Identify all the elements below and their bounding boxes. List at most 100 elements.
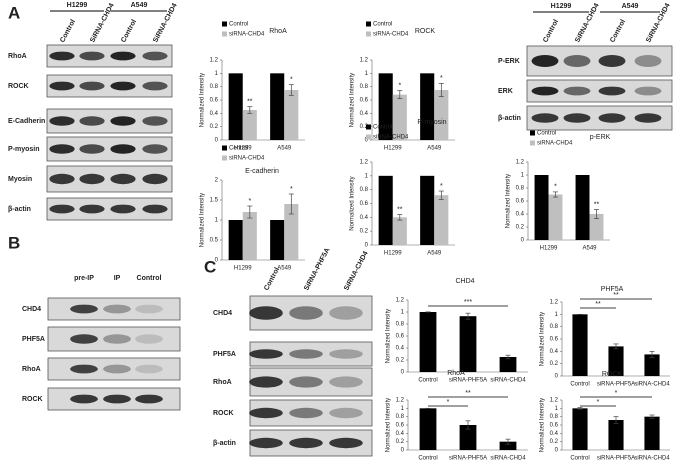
error-bar — [247, 205, 253, 219]
band — [79, 51, 105, 61]
y-axis-label: Normalized Intensity — [200, 193, 206, 247]
chart-title: ROCK — [415, 28, 436, 35]
lane-label: pre-IP — [74, 275, 94, 282]
x-tick-label: H1299 — [384, 146, 402, 152]
row-label: E-Cadherin — [8, 118, 45, 125]
y-tick-label: 0.6 — [396, 334, 405, 340]
y-tick-label: 1.2 — [360, 160, 369, 166]
significance: * — [398, 83, 401, 90]
band — [531, 55, 559, 67]
error-bar — [593, 209, 599, 219]
y-tick-label: 0 — [401, 370, 405, 376]
x-tick-label: Control — [418, 378, 437, 384]
y-tick-label: 1.2 — [360, 58, 369, 64]
y-tick-label: 0.4 — [516, 212, 525, 218]
significance: ** — [613, 292, 619, 299]
y-axis-label: Normalized Intensity — [350, 73, 356, 127]
bar — [608, 420, 624, 450]
band — [135, 394, 163, 404]
x-tick-label: Control — [570, 456, 589, 462]
y-tick-label: 0.8 — [360, 84, 369, 90]
band — [49, 144, 75, 154]
y-tick-label: 0.6 — [550, 337, 559, 343]
band — [142, 116, 168, 126]
legend-label: Control — [373, 22, 392, 28]
legend-swatch — [222, 145, 227, 151]
band — [142, 81, 168, 91]
y-tick-label: 0 — [521, 238, 525, 244]
x-tick-label: A549 — [582, 246, 597, 252]
error-bar — [613, 416, 619, 424]
x-tick-label: A549 — [427, 251, 442, 257]
band — [103, 394, 131, 404]
y-axis-label: Normalized Intensity — [350, 176, 356, 230]
y-tick-label: 0.6 — [396, 423, 405, 429]
blot-strip — [47, 297, 181, 321]
error-bar — [288, 84, 294, 96]
band — [329, 376, 363, 388]
band — [249, 306, 283, 320]
bar — [420, 73, 435, 140]
y-tick-label: 0 — [401, 448, 405, 454]
x-tick-label: siRNA-PHF5A — [597, 382, 635, 388]
chart-title: E-cadherin — [245, 168, 279, 175]
legend-swatch — [366, 31, 371, 37]
y-tick-label: 0.6 — [516, 199, 525, 205]
band — [79, 144, 105, 154]
band — [49, 51, 75, 61]
bar — [499, 441, 517, 450]
row-label: RhoA — [22, 366, 41, 373]
band — [110, 173, 136, 185]
significance: ** — [397, 206, 403, 213]
band — [563, 113, 591, 123]
y-tick-label: 2 — [215, 178, 219, 184]
error-bar — [465, 312, 471, 320]
y-tick-label: 1.2 — [550, 398, 559, 404]
panel-label: B — [8, 233, 20, 252]
y-tick-label: 0.8 — [396, 414, 405, 420]
row-label: Myosin — [8, 176, 32, 183]
y-tick-label: 1 — [521, 173, 525, 179]
band — [110, 116, 136, 126]
row-label: ROCK — [213, 410, 234, 417]
y-tick-label: 0 — [215, 258, 219, 264]
row-label: ROCK — [8, 83, 29, 90]
x-tick-label: H1299 — [234, 146, 252, 152]
y-tick-label: 0.2 — [360, 229, 369, 235]
x-tick-label: H1299 — [540, 246, 558, 252]
blot-strip — [46, 74, 173, 98]
band — [634, 55, 662, 67]
blot-strip — [47, 326, 181, 352]
x-tick-label: siRNA-CHD4 — [490, 456, 526, 462]
y-tick-label: 0.4 — [210, 111, 219, 117]
legend-label: siRNA-CHD4 — [373, 135, 409, 141]
band — [103, 364, 131, 374]
row-label: PHF5A — [213, 351, 236, 358]
significance: * — [440, 183, 443, 190]
chart-title: RhoA — [447, 370, 465, 377]
y-tick-label: 0.2 — [550, 439, 559, 445]
error-bar — [649, 414, 655, 419]
y-tick-label: 0 — [365, 138, 369, 144]
band — [249, 437, 283, 449]
x-tick-label: A549 — [427, 146, 442, 152]
bar — [378, 73, 393, 140]
error-bar — [613, 343, 619, 350]
legend-label: Control — [229, 22, 248, 28]
y-axis-label: Normalized Intensity — [506, 174, 512, 228]
band — [289, 306, 323, 320]
y-tick-label: 0.2 — [396, 358, 405, 364]
band — [249, 349, 283, 359]
y-tick-label: 0.2 — [360, 124, 369, 130]
error-bar — [465, 420, 471, 430]
bar — [419, 312, 437, 372]
error-bar — [397, 90, 403, 100]
y-tick-label: 0.6 — [360, 98, 369, 104]
y-tick-label: 0.8 — [550, 324, 559, 330]
error-bar — [438, 82, 444, 98]
x-tick-label: siRNA-CHD4 — [634, 382, 670, 388]
chart-title: RhoA — [269, 28, 287, 35]
x-tick-label: siRNA-CHD4 — [634, 456, 670, 462]
row-label: ROCK — [22, 396, 43, 403]
panel-label: C — [204, 257, 216, 276]
